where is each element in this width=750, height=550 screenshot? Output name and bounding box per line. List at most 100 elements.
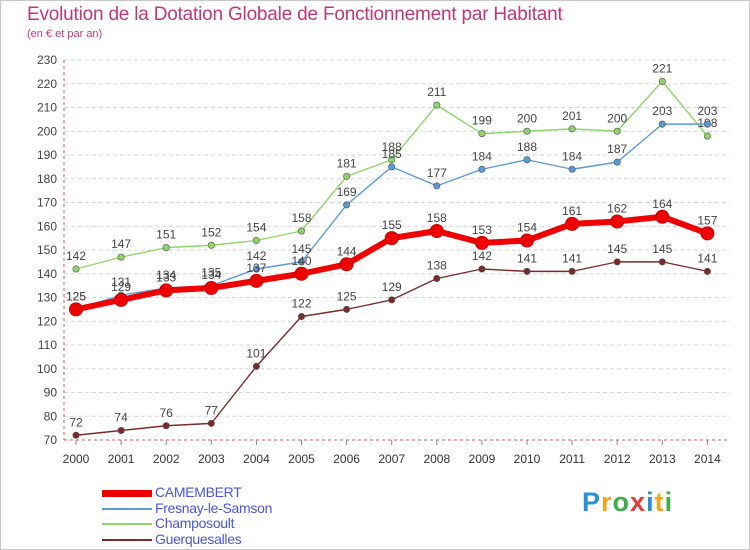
data-point-camembert bbox=[700, 226, 715, 241]
data-label-fresnay-le-samson: 177 bbox=[427, 166, 447, 180]
data-point-champosoult bbox=[117, 253, 125, 261]
x-tick-label: 2002 bbox=[153, 452, 180, 466]
data-label-guerquesalles: 125 bbox=[337, 289, 357, 303]
legend-label: Champosoult bbox=[155, 515, 235, 531]
data-point-guerquesalles bbox=[478, 265, 486, 273]
data-label-guerquesalles: 141 bbox=[517, 251, 537, 265]
y-tick-label: 190 bbox=[37, 148, 57, 162]
y-tick-label: 110 bbox=[38, 338, 57, 352]
data-point-camembert bbox=[69, 302, 83, 317]
y-tick-label: 150 bbox=[37, 243, 57, 257]
data-point-champosoult bbox=[207, 241, 215, 249]
data-point-champosoult bbox=[658, 77, 666, 85]
y-tick-label: 160 bbox=[37, 219, 57, 233]
legend-swatch bbox=[102, 507, 152, 510]
data-point-fresnay-le-samson bbox=[297, 258, 305, 266]
y-tick-label: 180 bbox=[37, 172, 57, 186]
data-point-fresnay-le-samson bbox=[478, 165, 486, 173]
legend-label: Fresnay-le-Samson bbox=[155, 499, 273, 516]
y-tick-label: 100 bbox=[37, 362, 57, 376]
data-label-camembert: 144 bbox=[337, 244, 357, 258]
data-point-guerquesalles bbox=[433, 274, 441, 282]
legend-swatch bbox=[102, 489, 152, 497]
legend-label: CAMEMBERT bbox=[155, 484, 242, 500]
data-label-fresnay-le-samson: 185 bbox=[382, 147, 402, 161]
data-label-camembert: 134 bbox=[201, 268, 221, 282]
data-label-champosoult: 201 bbox=[562, 109, 582, 123]
data-point-guerquesalles bbox=[117, 426, 125, 434]
data-label-fresnay-le-samson: 184 bbox=[562, 149, 582, 163]
data-label-camembert: 161 bbox=[562, 204, 582, 218]
data-label-champosoult: 211 bbox=[427, 85, 446, 99]
y-tick-label: 230 bbox=[37, 53, 57, 67]
logo-letter: t bbox=[654, 487, 665, 517]
data-label-camembert: 153 bbox=[472, 223, 492, 237]
data-label-camembert: 125 bbox=[66, 289, 86, 303]
data-label-fresnay-le-samson: 169 bbox=[337, 185, 357, 199]
logo-letter: x bbox=[630, 487, 647, 517]
data-point-champosoult bbox=[297, 227, 305, 235]
y-tick-label: 130 bbox=[37, 291, 57, 305]
logo-letter: i bbox=[646, 487, 655, 517]
y-tick-label: 120 bbox=[37, 314, 57, 328]
data-label-champosoult: 199 bbox=[472, 114, 492, 128]
data-point-fresnay-le-samson bbox=[252, 265, 260, 273]
proxiti-logo[interactable]: Proxiti bbox=[582, 487, 673, 518]
data-label-camembert: 140 bbox=[291, 254, 311, 268]
x-tick-label: 2013 bbox=[649, 452, 676, 466]
data-label-guerquesalles: 77 bbox=[205, 403, 219, 417]
legend-label: Guerquesalles bbox=[155, 530, 242, 547]
data-point-camembert bbox=[610, 214, 625, 229]
data-label-guerquesalles: 142 bbox=[472, 249, 492, 263]
data-point-champosoult bbox=[252, 237, 260, 245]
data-label-champosoult: 151 bbox=[156, 228, 176, 242]
data-label-fresnay-le-samson: 188 bbox=[517, 140, 537, 154]
logo-letter: o bbox=[612, 487, 631, 517]
data-label-fresnay-le-samson: 203 bbox=[652, 104, 672, 118]
logo-letter: r bbox=[601, 487, 613, 517]
data-point-champosoult bbox=[613, 127, 621, 135]
data-point-guerquesalles bbox=[207, 419, 215, 427]
data-label-guerquesalles: 101 bbox=[246, 346, 266, 360]
data-label-guerquesalles: 145 bbox=[652, 242, 672, 256]
chart-subtitle: (en € et par an) bbox=[27, 28, 103, 40]
data-label-camembert: 129 bbox=[111, 280, 131, 294]
y-tick-label: 170 bbox=[37, 196, 57, 210]
data-point-guerquesalles bbox=[568, 267, 576, 275]
data-point-camembert bbox=[294, 266, 309, 281]
data-point-fresnay-le-samson bbox=[613, 158, 621, 166]
data-point-guerquesalles bbox=[162, 422, 170, 430]
data-point-champosoult bbox=[388, 156, 396, 164]
data-point-fresnay-le-samson bbox=[568, 165, 576, 173]
x-tick-label: 2001 bbox=[108, 452, 135, 466]
data-label-fresnay-le-samson: 203 bbox=[697, 104, 717, 118]
x-tick-label: 2003 bbox=[198, 452, 225, 466]
y-tick-label: 90 bbox=[44, 386, 58, 400]
data-label-fresnay-le-samson: 184 bbox=[472, 149, 492, 163]
x-tick-label: 2000 bbox=[63, 452, 90, 466]
data-point-fresnay-le-samson bbox=[388, 163, 396, 171]
data-point-camembert bbox=[429, 224, 444, 238]
data-label-camembert: 133 bbox=[156, 270, 176, 284]
data-label-fresnay-le-samson: 187 bbox=[607, 142, 627, 156]
data-label-champosoult: 142 bbox=[66, 249, 86, 263]
data-point-camembert bbox=[565, 216, 580, 231]
data-label-champosoult: 154 bbox=[246, 221, 266, 235]
legend-swatch bbox=[102, 523, 152, 525]
data-label-guerquesalles: 145 bbox=[607, 242, 627, 256]
x-tick-label: 2004 bbox=[243, 452, 270, 466]
data-point-guerquesalles bbox=[252, 362, 260, 370]
y-tick-label: 140 bbox=[37, 267, 57, 281]
x-tick-label: 2006 bbox=[333, 452, 360, 466]
data-label-fresnay-le-samson: 145 bbox=[291, 242, 311, 256]
data-label-fresnay-le-samson: 135 bbox=[201, 266, 221, 280]
data-point-champosoult bbox=[703, 132, 711, 140]
data-point-fresnay-le-samson bbox=[658, 120, 666, 128]
data-label-fresnay-le-samson: 131 bbox=[111, 275, 131, 289]
y-tick-label: 200 bbox=[37, 124, 57, 138]
logo-letter: i bbox=[664, 487, 674, 517]
data-label-champosoult: 200 bbox=[607, 111, 627, 125]
legend-swatch bbox=[102, 538, 152, 541]
data-point-fresnay-le-samson bbox=[523, 156, 531, 164]
x-tick-label: 2010 bbox=[514, 452, 541, 466]
